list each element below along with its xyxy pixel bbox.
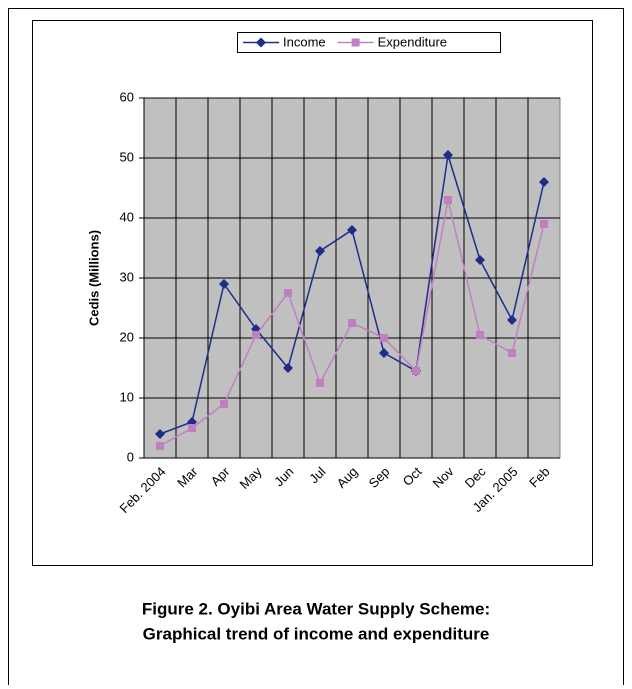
marker xyxy=(283,363,293,373)
marker xyxy=(156,442,164,450)
marker xyxy=(444,196,452,204)
y-tick-label: 0 xyxy=(127,449,134,464)
y-tick-label: 20 xyxy=(120,329,134,344)
caption: Figure 2. Oyibi Area Water Supply Scheme… xyxy=(142,599,490,618)
marker xyxy=(507,315,517,325)
marker xyxy=(380,334,388,342)
y-tick-label: 40 xyxy=(120,209,134,224)
y-tick-label: 60 xyxy=(120,89,134,104)
marker xyxy=(155,429,165,439)
marker xyxy=(316,379,324,387)
marker xyxy=(252,331,260,339)
marker xyxy=(347,225,357,235)
marker xyxy=(540,220,548,228)
legend-marker xyxy=(351,38,360,47)
marker xyxy=(412,367,420,375)
y-tick-label: 50 xyxy=(120,149,134,164)
marker xyxy=(539,177,549,187)
y-tick-label: 30 xyxy=(120,269,134,284)
marker xyxy=(475,255,485,265)
marker xyxy=(443,150,453,160)
caption: Graphical trend of income and expenditur… xyxy=(143,624,490,643)
marker xyxy=(476,331,484,339)
legend-label: Income xyxy=(283,34,326,49)
y-axis-label: Cedis (Millions) xyxy=(86,230,101,326)
marker xyxy=(188,424,196,432)
marker xyxy=(220,400,228,408)
marker xyxy=(348,319,356,327)
marker xyxy=(284,289,292,297)
frame xyxy=(8,8,624,685)
legend-marker xyxy=(256,37,266,48)
marker xyxy=(219,279,229,289)
marker xyxy=(508,349,516,357)
marker xyxy=(315,246,325,256)
legend-label: Expenditure xyxy=(378,34,447,49)
y-tick-label: 10 xyxy=(120,389,134,404)
marker xyxy=(379,348,389,358)
